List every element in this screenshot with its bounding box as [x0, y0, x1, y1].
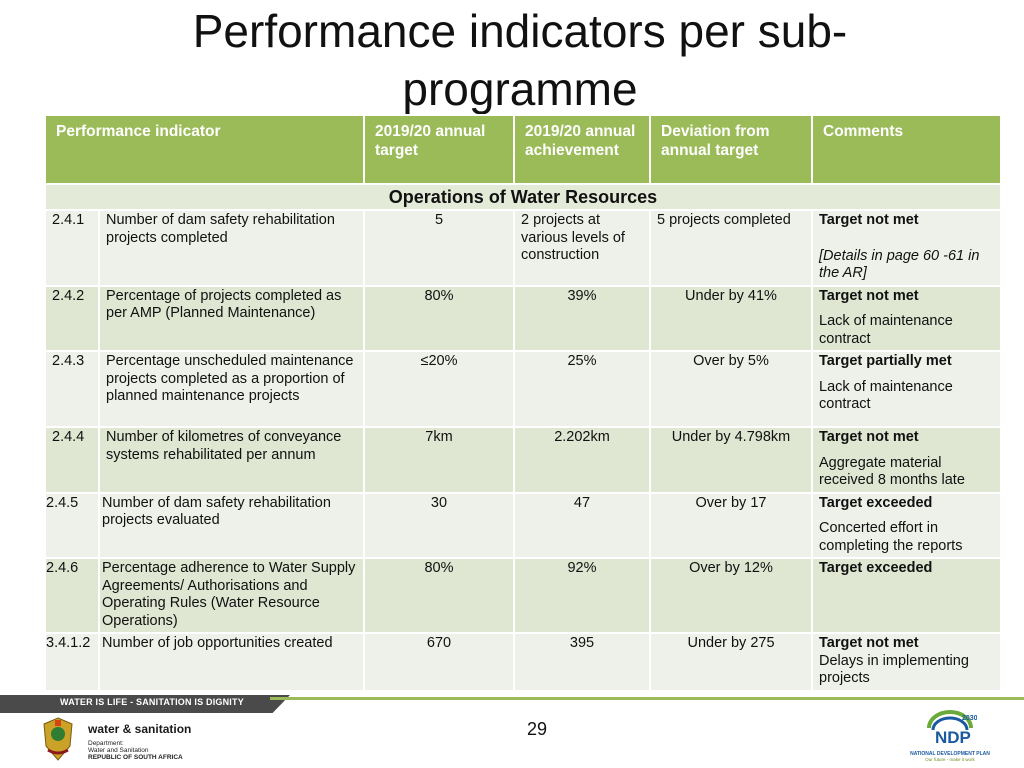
comment-status: Target not met [819, 287, 919, 304]
ndp-year: 2030 [962, 715, 977, 722]
header-annual-achievement: 2019/20 annual achievement [513, 114, 651, 185]
slide-title: Performance indicators per sub-programme [192, 5, 848, 115]
deviation: Under by 4.798km [649, 426, 813, 494]
comment-cell: Target partially met Lack of maintenance… [811, 350, 1002, 428]
department-logo: water & sanitation Department: Water and… [38, 716, 191, 762]
deviation: Over by 5% [649, 350, 813, 428]
section-title: Operations of Water Resources [44, 183, 1002, 211]
comment-cell: Target exceeded [811, 557, 1002, 634]
deviation: Over by 12% [649, 557, 813, 634]
indicator-code: 2.4.2 [44, 284, 100, 352]
deviation: Under by 41% [649, 284, 813, 352]
annual-target: 7km [363, 426, 515, 494]
indicator-name: Percentage of projects completed as per … [98, 284, 365, 352]
comment-status: Target exceeded [819, 560, 933, 576]
annual-target: 5 [363, 209, 515, 287]
footer-divider [270, 697, 1024, 700]
ndp-caption: NATIONAL DEVELOPMENT PLAN [910, 751, 990, 757]
comment-cell: Target not met [Details in page 60 -61 i… [811, 209, 1002, 287]
annual-target: ≤20% [363, 350, 515, 428]
section-row: Operations of Water Resources [44, 183, 1002, 211]
indicator-code: 2.4.5 [44, 491, 100, 559]
comment-cell: Target not met Aggregate material receiv… [811, 426, 1002, 494]
annual-achievement: 2 projects at various levels of construc… [513, 209, 651, 287]
comment-status: Target not met [819, 212, 919, 228]
comment-status: Target not met [819, 429, 919, 445]
table-row: 2.4.1 Number of dam safety rehabilitatio… [44, 209, 1002, 287]
page-number: 29 [526, 719, 548, 739]
brand-name: water & sanitation [88, 722, 192, 736]
annual-achievement: 39% [513, 284, 651, 352]
indicator-code: 2.4.4 [44, 426, 100, 494]
comment-cell: Target not met Lack of maintenance contr… [811, 284, 1002, 352]
performance-table: Performance indicator 2019/20 annual tar… [44, 114, 1002, 692]
comment-detail: Delays in implementing projects [819, 652, 969, 687]
comment-detail: Lack of maintenance contract [819, 313, 953, 347]
indicator-name: Number of job opportunities created [98, 632, 365, 692]
header-performance-indicator: Performance indicator [44, 114, 365, 185]
indicator-name: Number of dam safety rehabilitation proj… [98, 209, 365, 287]
table-row: 2.4.2 Percentage of projects completed a… [44, 284, 1002, 352]
comment-detail: Concerted effort in completing the repor… [819, 520, 963, 554]
ndp-emblem-icon: 2030 NDP [927, 710, 978, 747]
department-line: Water and Sanitation [88, 747, 149, 754]
indicator-name: Percentage adherence to Water Supply Agr… [98, 557, 365, 634]
header-deviation: Deviation from annual target [649, 114, 813, 185]
comment-status: Target exceeded [819, 494, 933, 511]
deviation: Under by 275 [649, 632, 813, 692]
annual-achievement: 47 [513, 491, 651, 559]
indicator-code: 2.4.1 [44, 209, 100, 287]
indicator-code: 3.4.1.2 [44, 632, 100, 692]
logo-text: water & sanitation Department: Water and… [88, 722, 191, 761]
annual-target: 30 [363, 491, 515, 559]
annual-achievement: 395 [513, 632, 651, 692]
footer-banner [0, 695, 290, 713]
footer-banner-text: WATER IS LIFE - SANITATION IS DIGNITY [60, 697, 244, 707]
table-row: 2.4.6 Percentage adherence to Water Supp… [44, 557, 1002, 634]
deviation: Over by 17 [649, 491, 813, 559]
department-line: Department: [88, 740, 124, 747]
ndp-tagline: Our future - make it work [925, 757, 975, 762]
annual-achievement: 25% [513, 350, 651, 428]
annual-target: 80% [363, 557, 515, 634]
deviation: 5 projects completed [649, 209, 813, 287]
annual-target: 80% [363, 284, 515, 352]
coat-of-arms-icon [43, 717, 73, 761]
ndp-logo: 2030 NDP NATIONAL DEVELOPMENT PLAN Our f… [910, 710, 990, 762]
annual-achievement: 92% [513, 557, 651, 634]
annual-target: 670 [363, 632, 515, 692]
header-annual-target: 2019/20 annual target [363, 114, 515, 185]
comment-detail: Aggregate material received 8 months lat… [819, 454, 965, 489]
table-row: 3.4.1.2 Number of job opportunities crea… [44, 632, 1002, 692]
table-row: 2.4.5 Number of dam safety rehabilitatio… [44, 491, 1002, 559]
comment-cell: Target exceeded Concerted effort in comp… [811, 491, 1002, 559]
table-row: 2.4.3 Percentage unscheduled maintenance… [44, 350, 1002, 428]
indicator-name: Number of dam safety rehabilitation proj… [98, 491, 365, 559]
table-row: 2.4.4 Number of kilometres of conveyance… [44, 426, 1002, 494]
indicator-name: Number of kilometres of conveyance syste… [98, 426, 365, 494]
country-name: REPUBLIC OF SOUTH AFRICA [88, 754, 183, 761]
department-name: Department: Water and Sanitation REPUBLI… [88, 740, 191, 761]
comment-status: Target partially met [819, 353, 952, 369]
comment-detail: Lack of maintenance contract [819, 378, 953, 413]
indicator-code: 2.4.6 [44, 557, 100, 634]
indicator-code: 2.4.3 [44, 350, 100, 428]
header-comments: Comments [811, 114, 1002, 185]
department-country: REPUBLIC OF SOUTH AFRICA [88, 754, 191, 761]
ndp-label: NDP [935, 728, 971, 746]
table-header-row: Performance indicator 2019/20 annual tar… [44, 114, 1002, 185]
comment-cell: Target not met Delays in implementing pr… [811, 632, 1002, 692]
comment-detail: [Details in page 60 -61 in the AR] [819, 247, 980, 282]
comment-status: Target not met [819, 635, 919, 651]
annual-achievement: 2.202km [513, 426, 651, 494]
indicator-name: Percentage unscheduled maintenance proje… [98, 350, 365, 428]
